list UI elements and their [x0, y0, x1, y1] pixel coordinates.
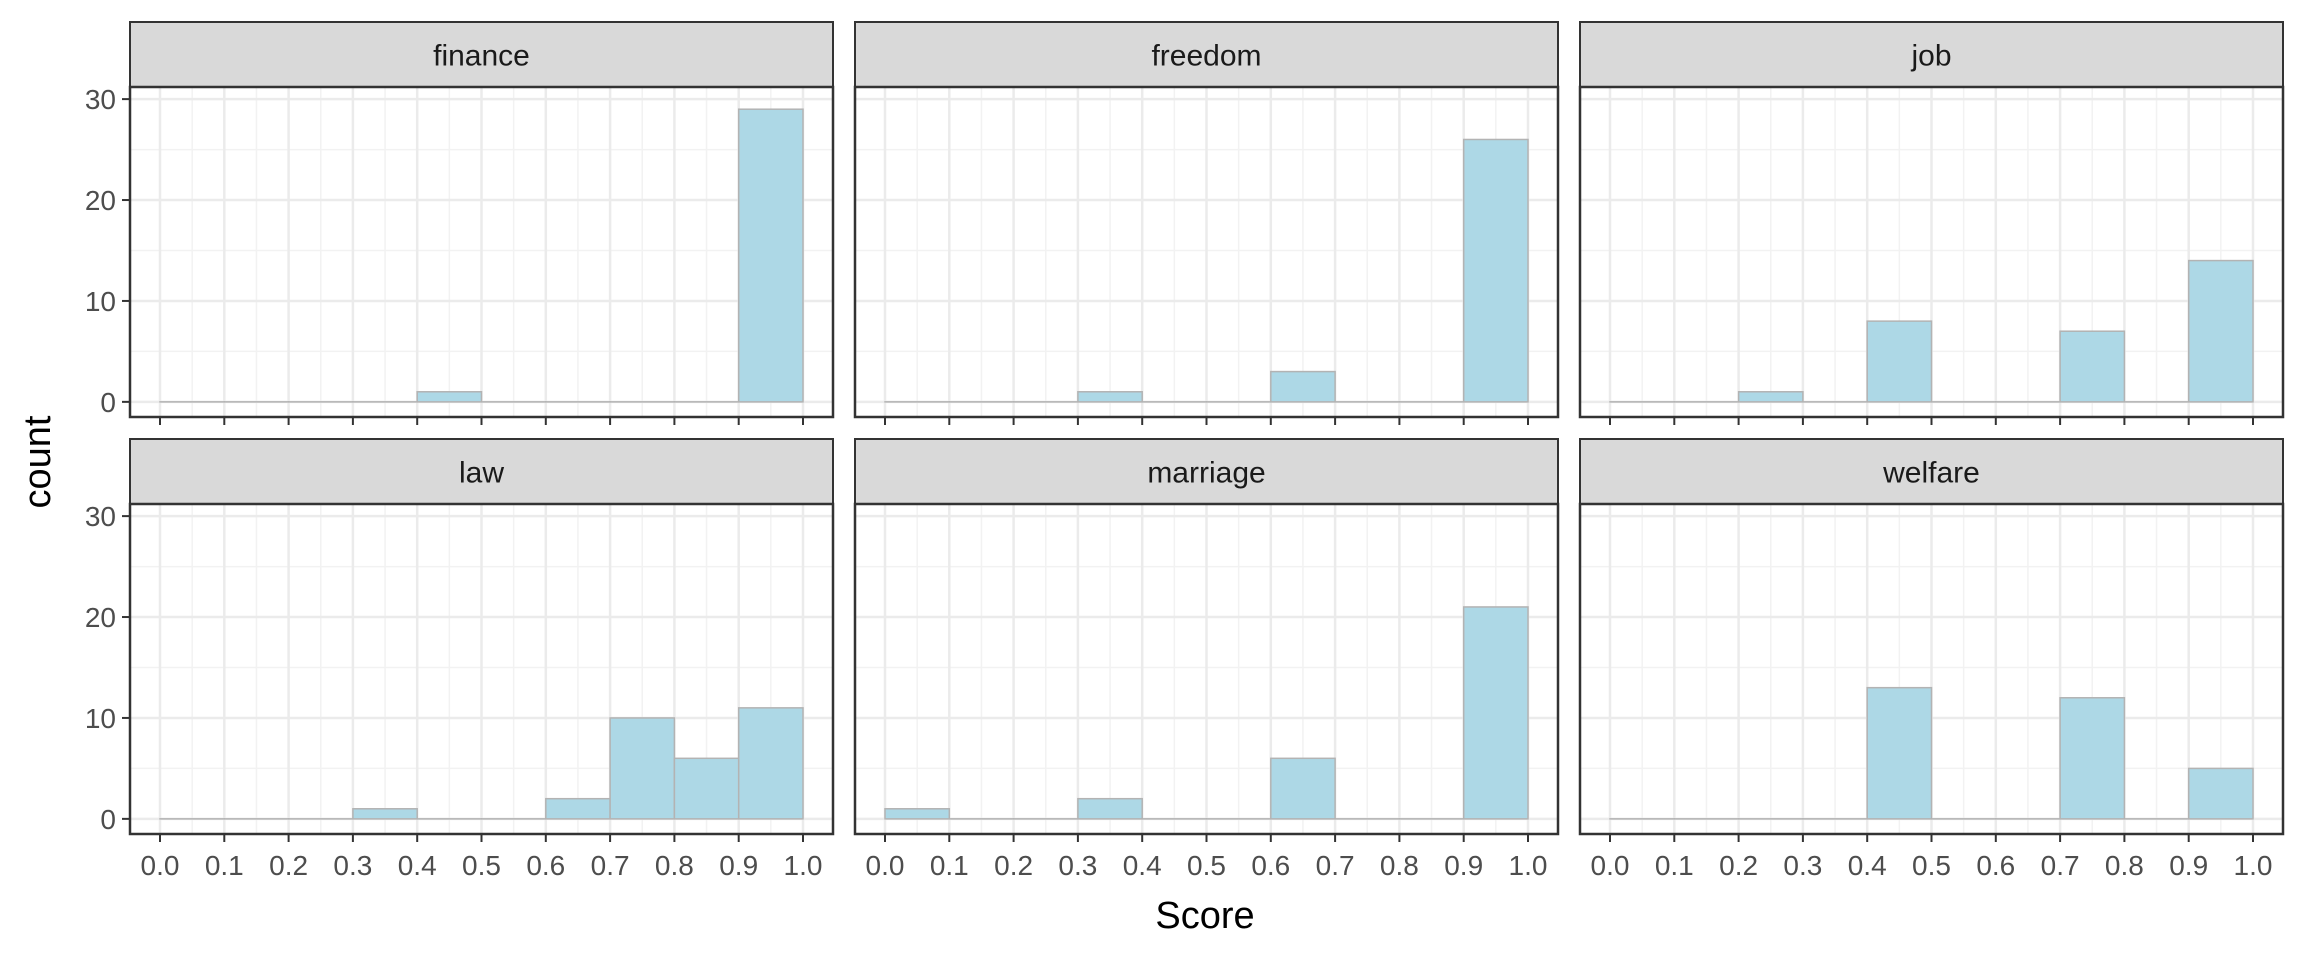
facet-panels: finance 0 10 20 30 freedom job law 0 10 20 30 0.0 0.1… [85, 21, 2285, 881]
histogram-bar [1270, 757, 1336, 820]
histogram-bar [737, 707, 804, 820]
x-tick-label: 0.2 [994, 850, 1033, 881]
facet-panel-finance: finance 0 10 20 30 [85, 21, 835, 425]
x-tick-label: 0.8 [655, 850, 694, 881]
histogram-bar [884, 808, 951, 820]
x-tick-label: 0.9 [2169, 850, 2208, 881]
strip-label-law: law [459, 457, 504, 490]
histogram-bar [1270, 370, 1336, 403]
x-tick-label: 0.3 [1783, 850, 1822, 881]
y-tick-label: 0 [100, 804, 116, 835]
histogram-bar [2187, 767, 2254, 820]
strip-label-job: job [1910, 40, 1951, 73]
x-tick-label: 0.0 [866, 850, 905, 881]
x-tick-label: 0.7 [1316, 850, 1355, 881]
strip-background [1579, 21, 2284, 88]
facet-panel-job: job [1578, 21, 2285, 425]
x-tick-label: 1.0 [2234, 850, 2273, 881]
x-tick-label: 0.3 [1058, 850, 1097, 881]
y-tick-label: 30 [85, 501, 116, 532]
x-tick-label: 0.6 [1976, 850, 2015, 881]
histogram-bar [1462, 606, 1529, 820]
x-tick-label: 0.4 [1848, 850, 1887, 881]
facet-panel-law: law 0 10 20 30 0.0 0.1 0.2 0.3 0.4 0.5 0.6 0.7 0.8 0.9… [85, 438, 835, 881]
strip-label-finance: finance [433, 40, 530, 73]
histogram-bar [1866, 320, 1933, 403]
x-tick-label: 0.7 [2041, 850, 2080, 881]
histogram-bar [2187, 259, 2254, 403]
x-tick-label: 1.0 [784, 850, 823, 881]
x-tick-label: 0.6 [526, 850, 565, 881]
strip-background [854, 438, 1559, 505]
strip-background [129, 21, 834, 88]
facet-panel-welfare: welfare 0.0 0.1 0.2 0.3 0.4 0.5 0.6 0.7 0.8 0.9 1.0 [1578, 438, 2285, 881]
x-tick-label: 0.4 [398, 850, 437, 881]
x-tick-label: 0.7 [591, 850, 630, 881]
facet-panel-freedom: freedom [853, 21, 1560, 425]
histogram-bar [1077, 391, 1143, 403]
x-tick-label: 0.8 [2105, 850, 2144, 881]
y-tick-label: 20 [85, 185, 116, 216]
strip-label-marriage: marriage [1147, 457, 1265, 490]
histogram-bar [2059, 330, 2126, 403]
facet-panel-marriage: marriage 0.0 0.1 0.2 0.3 0.4 0.5 0.6 0.7 0.8 0.9 1.… [853, 438, 1560, 881]
strip-label-freedom: freedom [1151, 40, 1261, 73]
y-tick-label: 10 [85, 703, 116, 734]
histogram-bar [545, 797, 611, 820]
strip-background [1579, 438, 2284, 505]
x-tick-label: 1.0 [1509, 850, 1548, 881]
histogram-bar [1462, 138, 1529, 403]
x-tick-label: 0.8 [1380, 850, 1419, 881]
strip-background [129, 438, 834, 505]
histogram-bar [737, 108, 804, 403]
strip-label-welfare: welfare [1882, 457, 1980, 490]
x-tick-label: 0.5 [1912, 850, 1951, 881]
histogram-bar [2059, 697, 2126, 820]
y-tick-label: 20 [85, 602, 116, 633]
x-tick-label: 0.9 [719, 850, 758, 881]
x-tick-label: 0.2 [269, 850, 308, 881]
histogram-bar [1077, 797, 1143, 820]
y-tick-label: 0 [100, 387, 116, 418]
strip-background [854, 21, 1559, 88]
histogram-bar [1866, 686, 1933, 820]
x-tick-label: 0.4 [1123, 850, 1162, 881]
histogram-bar [673, 757, 740, 820]
x-tick-label: 0.9 [1444, 850, 1483, 881]
x-tick-label: 0.0 [1591, 850, 1630, 881]
x-tick-label: 0.5 [1187, 850, 1226, 881]
histogram-bar [352, 808, 418, 820]
y-tick-label: 30 [85, 84, 116, 115]
x-tick-label: 0.6 [1251, 850, 1290, 881]
y-axis-title: count [17, 415, 59, 508]
histogram-bar [416, 391, 483, 403]
x-tick-label: 0.5 [462, 850, 501, 881]
histogram-bar [609, 717, 676, 820]
x-tick-label: 0.1 [205, 850, 244, 881]
x-tick-label: 0.1 [930, 850, 969, 881]
x-tick-label: 0.0 [141, 850, 180, 881]
y-tick-label: 10 [85, 286, 116, 317]
histogram-bar [1737, 391, 1804, 403]
x-tick-label: 0.1 [1655, 850, 1694, 881]
x-tick-label: 0.2 [1719, 850, 1758, 881]
x-tick-label: 0.3 [333, 850, 372, 881]
x-axis-title: Score [1155, 895, 1254, 937]
